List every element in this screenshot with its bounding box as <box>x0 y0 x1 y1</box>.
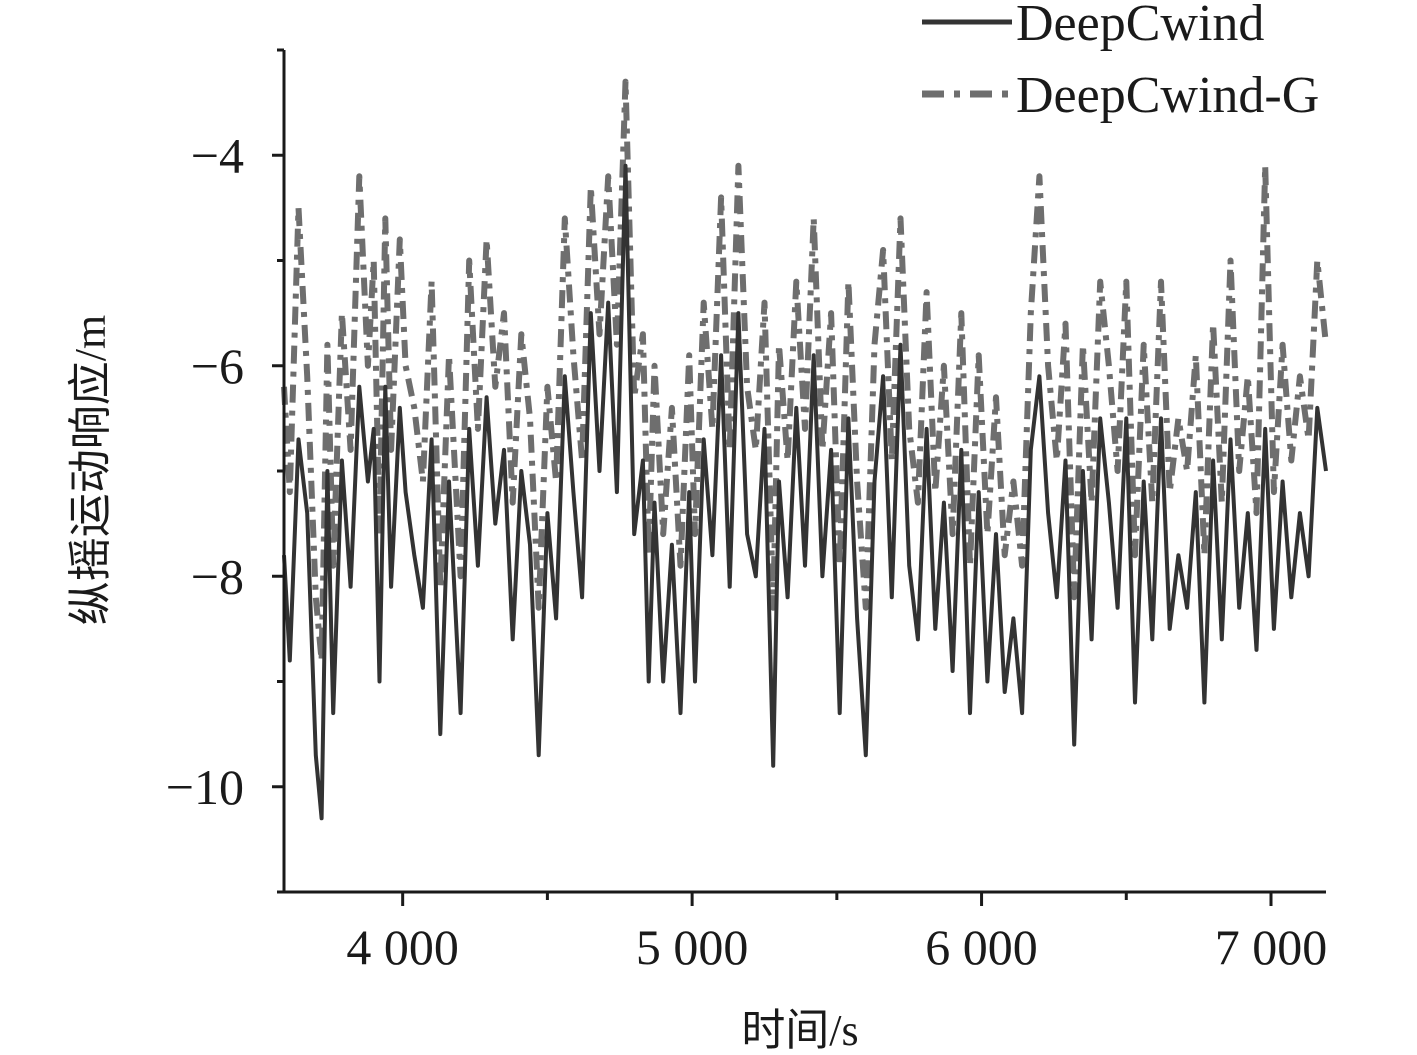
y-tick-label: −10 <box>166 759 244 815</box>
x-tick-label: 4 000 <box>346 919 459 975</box>
x-tick-label: 7 000 <box>1215 919 1328 975</box>
x-axis-label: 时间/s <box>741 1006 858 1055</box>
x-tick-label: 5 000 <box>636 919 749 975</box>
y-axis-label: 纵摇运动响应/m <box>66 315 115 625</box>
y-ticks-group: −10 −8 −6 −4 <box>166 48 284 894</box>
legend-label-deepcwind-g: DeepCwind-G <box>1016 67 1319 124</box>
y-tick-label: −4 <box>191 127 244 183</box>
series-line-deepcwind-g <box>281 78 1329 664</box>
x-tick-label: 6 000 <box>925 919 1038 975</box>
plot-series-group <box>281 78 1329 821</box>
y-tick-label: −8 <box>191 548 244 604</box>
series-line-deepcwind <box>282 163 1328 821</box>
legend: DeepCwind DeepCwind-G <box>922 0 1319 124</box>
x-ticks-group: 4 000 5 000 6 000 7 000 <box>346 892 1327 975</box>
y-tick-label: −6 <box>191 338 244 394</box>
legend-label-deepcwind: DeepCwind <box>1016 0 1264 52</box>
